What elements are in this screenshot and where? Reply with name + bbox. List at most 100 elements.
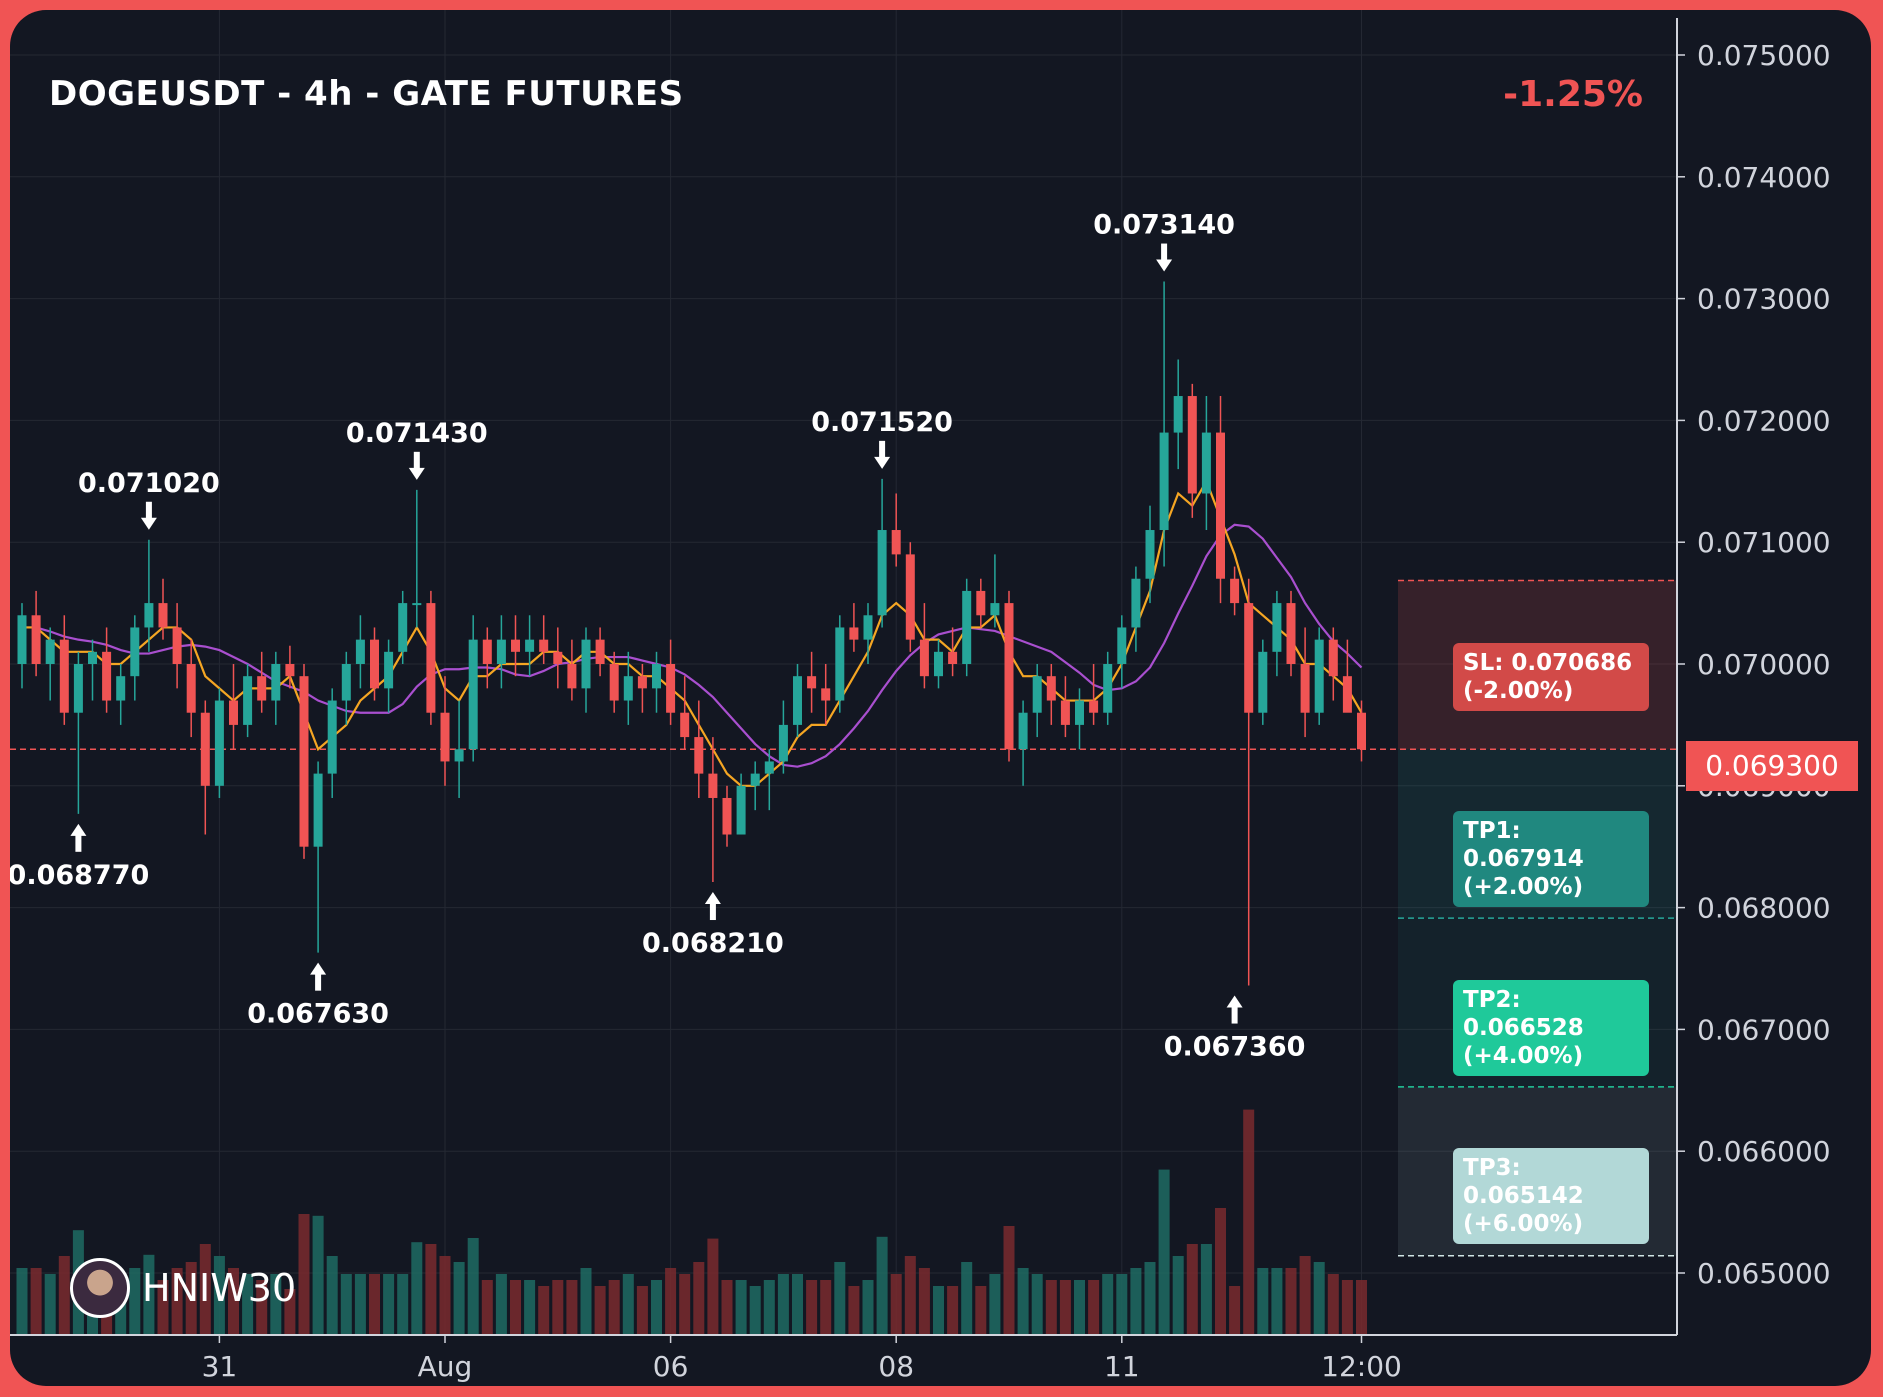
volume-bar xyxy=(1059,1280,1071,1335)
candle-body xyxy=(88,651,97,664)
time-axis-tick-label: Aug xyxy=(418,1350,473,1383)
volume-bar xyxy=(1285,1268,1297,1335)
volume-bar xyxy=(594,1286,606,1335)
candle-body xyxy=(468,639,478,750)
candle-body xyxy=(1117,627,1127,664)
candle-body xyxy=(102,651,112,701)
volume-bar xyxy=(862,1280,874,1335)
volume-bar xyxy=(1045,1280,1057,1335)
chart-card: 0.071020 0.068770 0.067630 0.071430 0.068210… xyxy=(10,10,1871,1386)
candle-body xyxy=(1230,578,1240,604)
volume-bar xyxy=(1186,1244,1198,1335)
volume-bar xyxy=(510,1280,521,1335)
volume-bar xyxy=(608,1280,620,1335)
volume-bar xyxy=(552,1280,564,1335)
volume-bar xyxy=(340,1274,352,1335)
candle-body xyxy=(1272,603,1282,652)
volume-bar xyxy=(1116,1274,1128,1335)
volume-bar xyxy=(1200,1244,1212,1335)
candle-body xyxy=(525,639,535,652)
candle-body xyxy=(807,676,817,689)
volume-bar xyxy=(284,1289,296,1335)
volume-bar xyxy=(580,1268,592,1335)
volume-bar xyxy=(876,1236,888,1335)
candle-body xyxy=(1244,603,1254,713)
volume-bar xyxy=(1356,1280,1367,1335)
volume-bar xyxy=(242,1274,254,1335)
arrow-up-icon xyxy=(310,962,327,975)
candle-body xyxy=(1075,700,1084,725)
high-annotation-label: 0.071520 xyxy=(811,407,953,438)
time-axis-tick-label: 08 xyxy=(878,1350,914,1383)
volume-bar xyxy=(721,1280,733,1335)
candle-body xyxy=(764,761,774,774)
price-axis-tick-label: 0.072000 xyxy=(1697,404,1831,437)
arrow-down-icon xyxy=(1161,243,1168,261)
candle-body xyxy=(1216,432,1225,579)
volume-bar xyxy=(622,1274,634,1335)
take-profit-3-label: TP3: 0.065142 (+6.00%) xyxy=(1453,1148,1649,1244)
current-price-label: 0.069300 xyxy=(1686,741,1858,791)
candle-body xyxy=(990,603,1000,616)
candle-body xyxy=(172,627,182,664)
candle-body xyxy=(496,639,506,664)
candle-body xyxy=(31,615,41,664)
brand-name: HNIW30 xyxy=(142,1266,297,1310)
volume-bar xyxy=(129,1268,141,1335)
volume-bar xyxy=(749,1286,761,1335)
volume-bar xyxy=(1215,1208,1226,1335)
volume-bar xyxy=(228,1268,239,1335)
volume-bar xyxy=(495,1274,507,1335)
volume-bar xyxy=(1257,1268,1269,1335)
volume-bar xyxy=(933,1286,944,1335)
candle-body xyxy=(1173,396,1183,433)
candle-body xyxy=(750,773,760,786)
stop-loss-label: SL: 0.070686 (-2.00%) xyxy=(1453,643,1649,711)
candle-body xyxy=(271,664,281,701)
volume-bar xyxy=(354,1274,366,1335)
candle-body xyxy=(45,639,55,664)
candle-body xyxy=(835,627,845,701)
volume-bar xyxy=(989,1274,1001,1335)
volume-bar xyxy=(1243,1109,1255,1335)
volume-bar xyxy=(806,1280,818,1335)
take-profit-2-price: TP2: 0.066528 xyxy=(1463,987,1584,1041)
time-axis-tick-label: 06 xyxy=(653,1350,689,1383)
volume-bar xyxy=(524,1280,536,1335)
volume-bar xyxy=(1341,1280,1353,1335)
price-axis-tick-label: 0.071000 xyxy=(1697,526,1831,559)
volume-bar xyxy=(890,1274,902,1335)
volume-bar xyxy=(679,1274,691,1335)
candle-body xyxy=(877,530,887,616)
candle-body xyxy=(73,664,83,713)
candle-body xyxy=(1258,651,1268,713)
arrow-up-icon xyxy=(315,973,322,991)
candle-body xyxy=(736,785,746,835)
volume-bar xyxy=(1074,1280,1085,1335)
arrow-up-icon xyxy=(70,823,87,836)
candle-body xyxy=(17,615,27,664)
take-profit-2-percent: (+4.00%) xyxy=(1463,1043,1584,1069)
volume-bar xyxy=(636,1286,648,1335)
price-change-badge: -1.25% xyxy=(1503,74,1643,115)
candle-body xyxy=(313,773,323,847)
slow-moving-average-line xyxy=(22,523,1363,768)
time-axis-tick-label: 11 xyxy=(1104,1350,1140,1383)
candle-body xyxy=(130,627,140,677)
volume-bar xyxy=(735,1280,747,1335)
candle-body xyxy=(595,639,605,664)
take-profit-1-percent: (+2.00%) xyxy=(1463,874,1584,900)
volume-bar xyxy=(1031,1274,1043,1335)
price-axis-tick-label: 0.075000 xyxy=(1697,39,1831,72)
candle-body xyxy=(186,664,196,713)
price-axis-tick-label: 0.067000 xyxy=(1697,1013,1831,1046)
candle-body xyxy=(341,664,351,701)
candle-body xyxy=(355,639,365,664)
candle-body xyxy=(1357,712,1366,750)
volume-bar xyxy=(665,1268,677,1335)
volume-bar xyxy=(777,1274,789,1335)
candle-body xyxy=(553,651,563,664)
candle-body xyxy=(1187,396,1197,494)
candle-body xyxy=(637,676,647,689)
candle-body xyxy=(680,712,690,738)
